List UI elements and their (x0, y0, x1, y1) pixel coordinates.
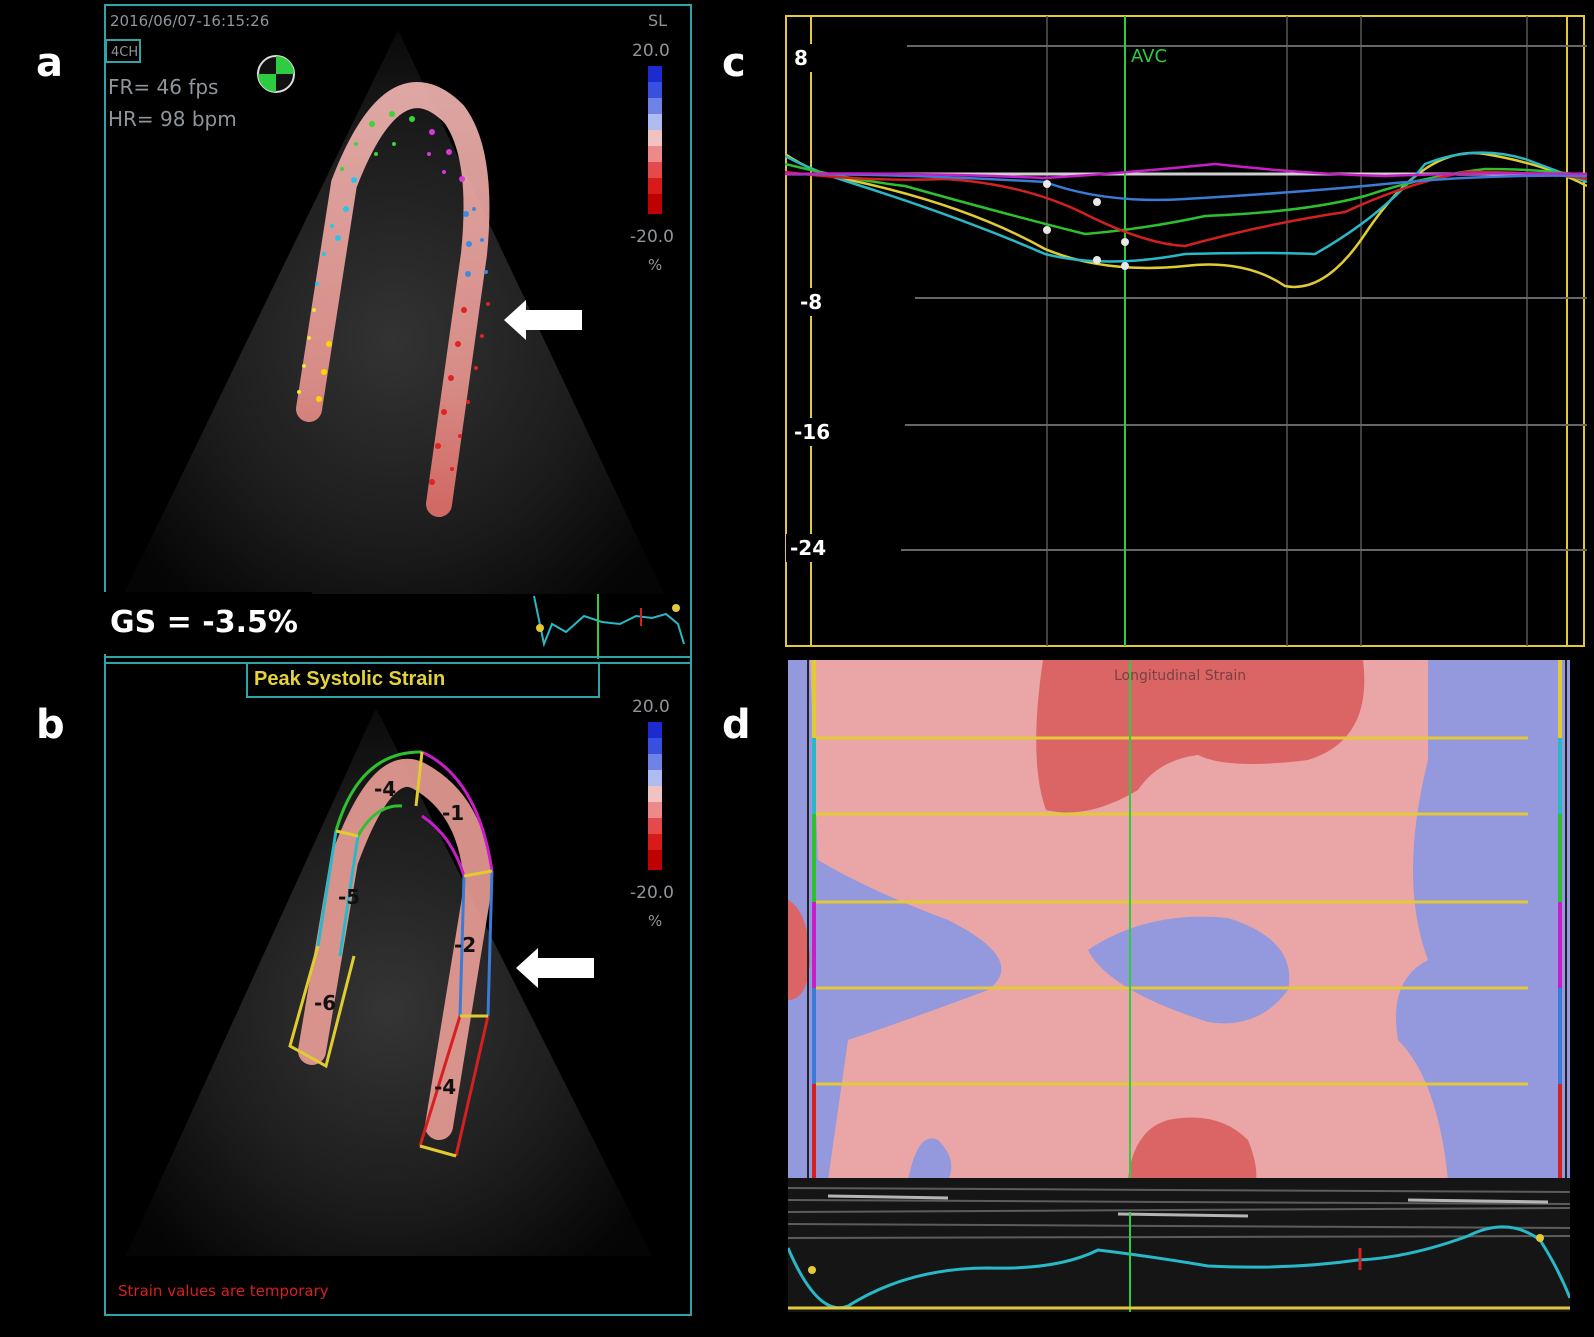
horizontal-gridlines (901, 45, 1587, 551)
y-tick-label: -8 (796, 288, 827, 316)
timestamp: 2016/06/07-16:15:26 (110, 12, 269, 30)
global-strain-value: GS = -3.5% (110, 605, 298, 640)
panel-b-echo-image: -4 -1 -5 -2 -6 -4 20.0 -20.0 % Strain va… (118, 697, 674, 1300)
ecg-trace (788, 1225, 1570, 1310)
panel-d-strain-map: Longitudinal Strain (788, 660, 1570, 1180)
tracking-dots (297, 111, 490, 485)
echo-sector (124, 30, 664, 594)
segment-value: -4 (374, 777, 396, 801)
ecg-mini-trace-a (533, 594, 685, 659)
panel-c-strain-curves: AVC (785, 4, 1587, 650)
segment-value: -5 (338, 885, 360, 909)
avc-label: AVC (1131, 46, 1167, 67)
scale-max: 20.0 (632, 697, 670, 717)
segment-value: -1 (442, 801, 464, 825)
panel-b-title: Peak Systolic Strain (254, 668, 446, 690)
segment-outlines (288, 750, 494, 1158)
scale-min: -20.0 (630, 883, 674, 903)
panel-letter-b: b (36, 702, 65, 748)
positive-strain-regions (788, 660, 1365, 1180)
segment-value: -2 (454, 933, 476, 957)
myocardium-band (296, 82, 490, 517)
panel-a-echo-image: 2016/06/07-16:15:26 4CH FR= 46 fps HR= 9… (105, 11, 685, 659)
negative-strain-regions (788, 660, 1570, 1180)
segment-boundaries (814, 736, 1528, 1086)
color-scale-a: SL 20.0 -20.0 % (630, 11, 674, 274)
y-tick-label: -24 (786, 534, 831, 562)
panel-b-title-box (246, 662, 600, 698)
segment-value: -4 (434, 1075, 456, 1099)
vertical-gridlines (1046, 16, 1528, 646)
panel-letter-c: c (722, 40, 746, 86)
panel-b-frame (104, 656, 692, 1316)
segment-value-labels: -4 -1 -5 -2 -6 -4 (314, 777, 476, 1099)
panel-letter-d: d (722, 702, 751, 748)
global-strain-box (100, 592, 312, 654)
scale-max: 20.0 (632, 41, 670, 61)
temporary-warning: Strain values are temporary (118, 1282, 329, 1300)
segment-strain-curves (785, 151, 1587, 289)
scale-unit: % (648, 912, 662, 930)
color-scale-b: 20.0 -20.0 % (630, 697, 674, 930)
segment-value: -6 (314, 991, 336, 1015)
heart-rate: HR= 98 bpm (108, 107, 237, 131)
arrow-left-icon (504, 300, 582, 340)
frame-rate: FR= 46 fps (108, 75, 218, 99)
timestamp-block: 2016/06/07-16:15:26 4CH FR= 46 fps HR= 9… (105, 12, 269, 131)
view-tag: 4CH (111, 45, 138, 60)
mmode-texture (788, 1187, 1570, 1239)
scale-label: SL (648, 11, 667, 30)
scale-unit: % (648, 256, 662, 274)
echo-sector (126, 708, 652, 1256)
y-tick-label: -16 (790, 418, 835, 446)
arrow-left-icon (516, 948, 594, 988)
orientation-icon (257, 55, 295, 93)
panel-d-mmode-strip (788, 1178, 1570, 1312)
panel-letter-a: a (36, 40, 63, 86)
scale-min: -20.0 (630, 227, 674, 247)
peak-markers (1043, 180, 1129, 270)
strain-map-title: Longitudinal Strain (1114, 668, 1246, 684)
y-tick-label: 8 (790, 44, 812, 72)
